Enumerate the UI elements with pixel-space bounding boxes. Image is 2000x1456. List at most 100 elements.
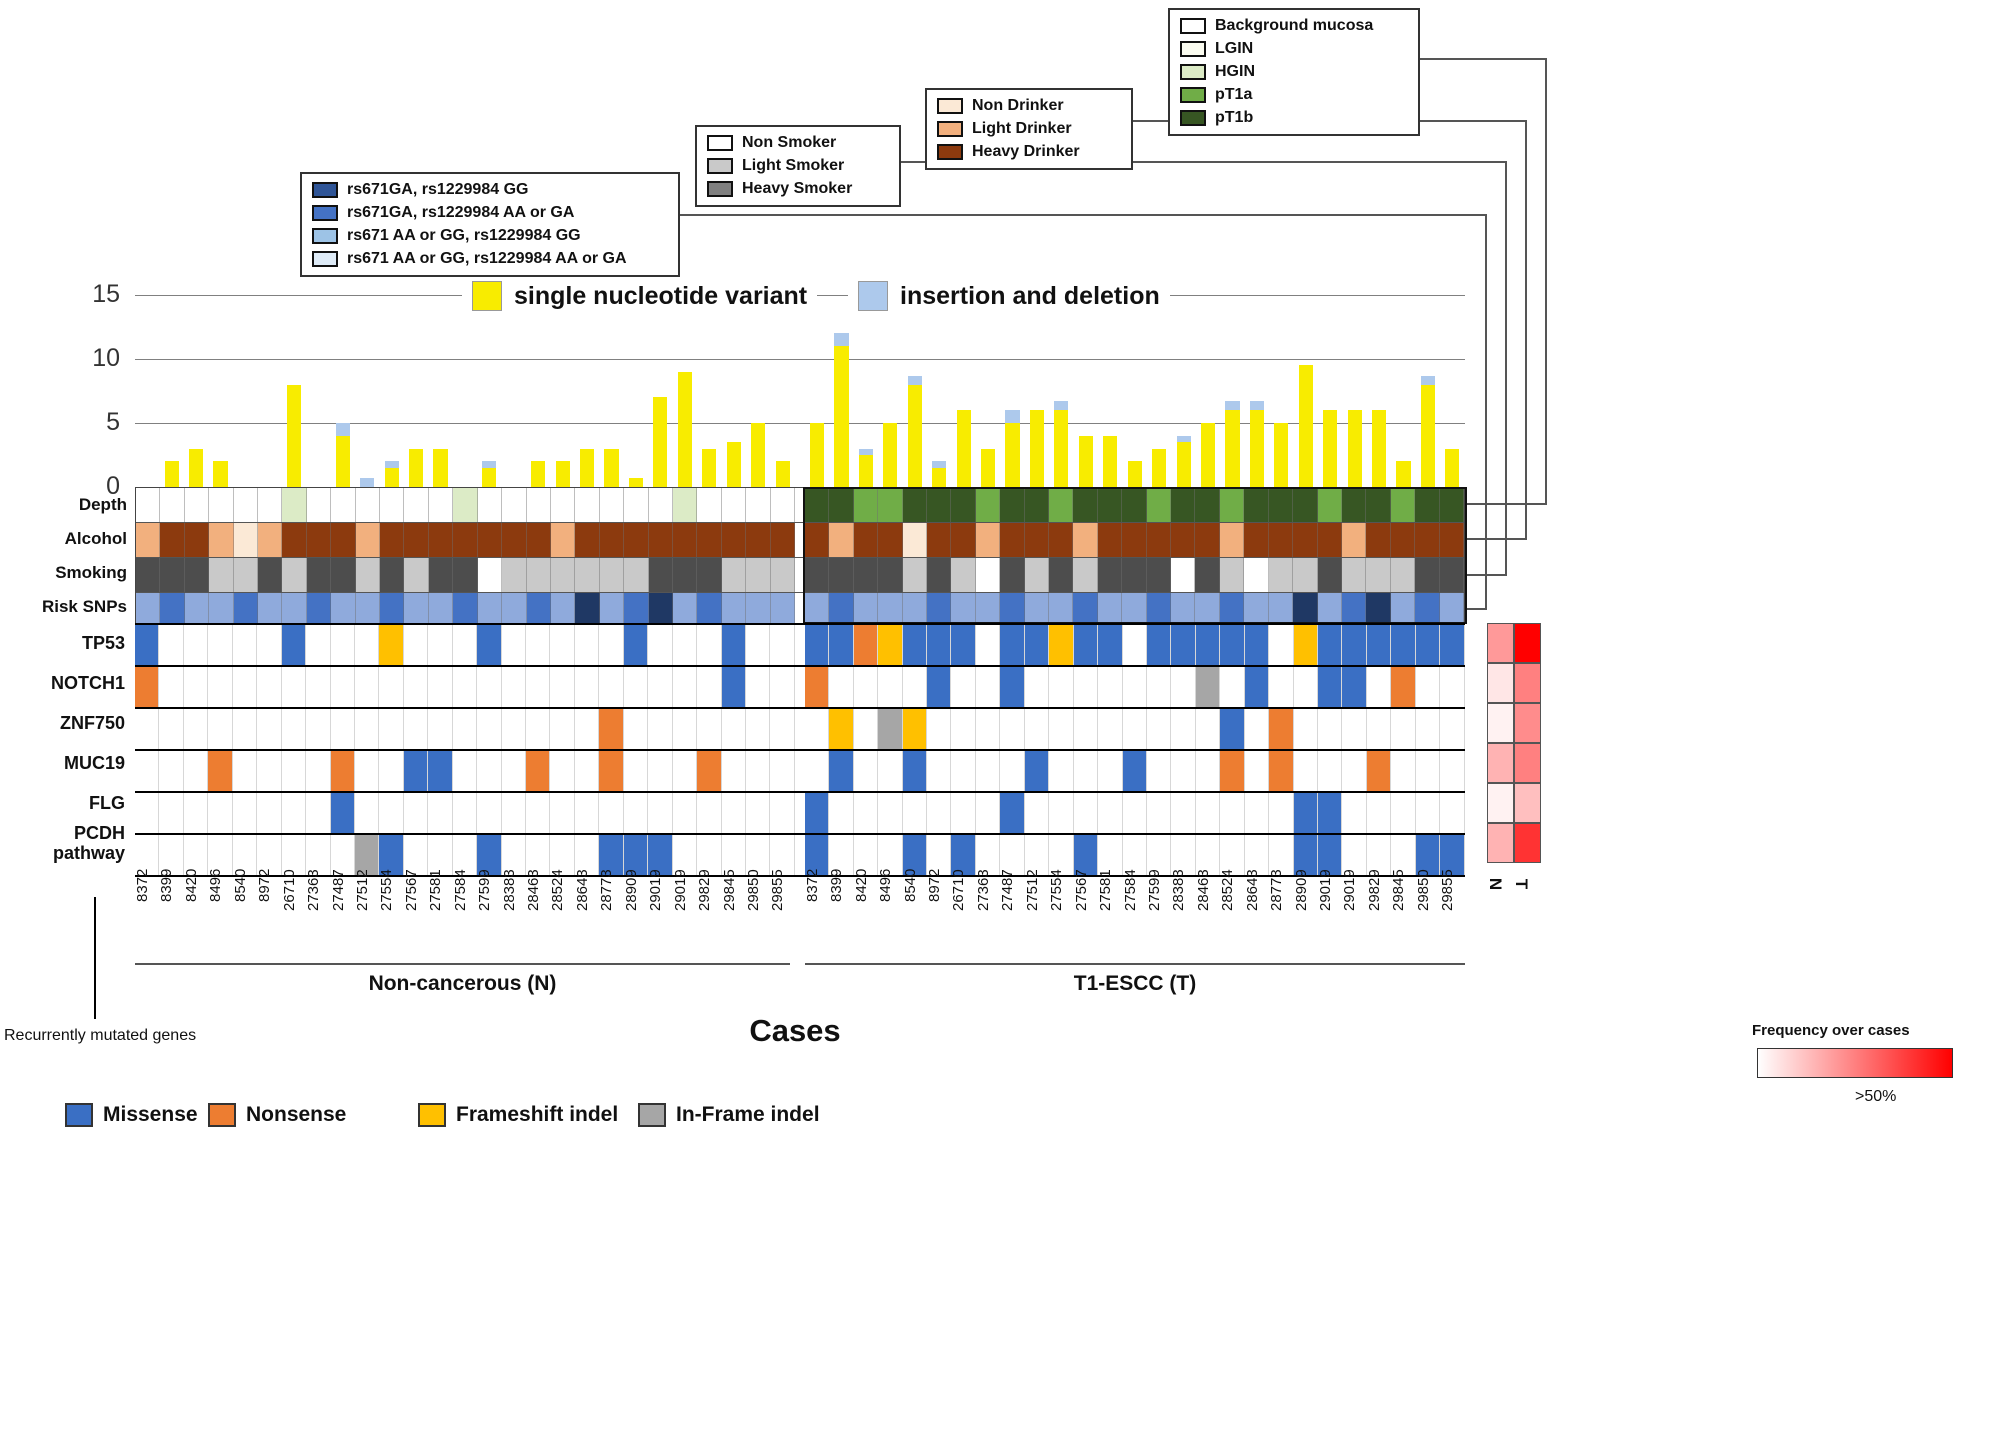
track-cell bbox=[648, 593, 673, 627]
drinker-legend-item: Heavy Drinker bbox=[937, 143, 1121, 161]
gene-cell bbox=[1293, 709, 1318, 749]
track-cell bbox=[1073, 523, 1098, 557]
case-id-label: 29019 bbox=[1318, 869, 1334, 911]
gene-cell bbox=[927, 751, 952, 791]
track-cell bbox=[550, 558, 576, 592]
snv-bar-segment bbox=[384, 467, 399, 487]
track-cell bbox=[258, 558, 283, 592]
smoker-legend-label: Non Smoker bbox=[742, 134, 837, 151]
track-cell bbox=[672, 558, 698, 592]
gene-cell bbox=[878, 835, 903, 875]
gene-cell bbox=[232, 793, 258, 833]
track-cell bbox=[1268, 523, 1294, 557]
gene-cell bbox=[1098, 625, 1123, 665]
bar-slot bbox=[575, 295, 599, 487]
track-cell bbox=[1366, 593, 1391, 627]
track-cell bbox=[526, 558, 551, 592]
bar-slot bbox=[159, 295, 183, 487]
snp-connector-line bbox=[1465, 608, 1487, 610]
gene-cell bbox=[1073, 709, 1099, 749]
track-cell bbox=[746, 558, 771, 592]
gene-cell bbox=[354, 793, 380, 833]
gene-cell bbox=[477, 793, 502, 833]
gene-cell bbox=[1098, 667, 1123, 707]
gene-cell bbox=[1171, 667, 1196, 707]
gene-cell bbox=[623, 835, 649, 875]
snp-legend-label: rs671GA, rs1229984 AA or GA bbox=[347, 204, 575, 221]
track-cell bbox=[1268, 558, 1294, 592]
track-cell bbox=[1000, 593, 1025, 627]
case-id-label: 28909 bbox=[623, 869, 640, 911]
annotation-tracks bbox=[135, 487, 1465, 628]
smoking-connector-line bbox=[1505, 161, 1507, 576]
bar-slot bbox=[1318, 295, 1342, 487]
y-tick-5: 5 bbox=[106, 408, 120, 436]
gene-cell bbox=[1342, 835, 1367, 875]
gene-cell bbox=[379, 751, 404, 791]
gene-cell bbox=[330, 835, 355, 875]
gene-cell bbox=[550, 751, 575, 791]
gene-cell bbox=[975, 751, 1001, 791]
track-cell bbox=[502, 523, 527, 557]
gene-cell bbox=[853, 667, 879, 707]
gene-cell bbox=[281, 793, 307, 833]
gene-cell bbox=[330, 667, 355, 707]
track-cell bbox=[927, 488, 952, 522]
track-cell bbox=[1073, 488, 1098, 522]
track-cell bbox=[453, 523, 478, 557]
track-cell bbox=[1024, 593, 1050, 627]
gene-cell bbox=[770, 793, 795, 833]
case-id-label: 28463 bbox=[1195, 869, 1212, 911]
gene-cell bbox=[804, 793, 830, 833]
track-cell bbox=[1049, 488, 1074, 522]
track-cell bbox=[136, 488, 161, 522]
bar-slot bbox=[379, 295, 403, 487]
indel-swatch bbox=[858, 281, 888, 311]
gene-cell bbox=[829, 709, 854, 749]
track-cell bbox=[1366, 558, 1391, 592]
track-cell bbox=[1390, 593, 1416, 627]
track-cell bbox=[575, 488, 600, 522]
gene-cell bbox=[1024, 835, 1050, 875]
gene-cell bbox=[1293, 667, 1318, 707]
gene-cell bbox=[1049, 709, 1074, 749]
gene-cell bbox=[1000, 709, 1025, 749]
gene-cell bbox=[599, 625, 624, 665]
gene-cell bbox=[829, 751, 854, 791]
gene-cell bbox=[526, 667, 551, 707]
depth-connector-line bbox=[1545, 58, 1547, 505]
indel-legend-item: insertion and deletion bbox=[848, 277, 1170, 315]
group-gap bbox=[795, 625, 805, 665]
track-cell bbox=[902, 488, 927, 522]
track-cell bbox=[526, 488, 551, 522]
track-cell bbox=[1171, 488, 1196, 522]
track-cell bbox=[1000, 558, 1025, 592]
snv-bar-segment bbox=[604, 448, 619, 487]
gene-cell bbox=[477, 709, 502, 749]
gene-cell bbox=[853, 835, 879, 875]
gene-cell bbox=[1391, 793, 1416, 833]
track-cell bbox=[1341, 488, 1367, 522]
case-id-label: 29019 bbox=[1342, 869, 1359, 911]
gene-cell bbox=[1220, 793, 1245, 833]
gene-cell bbox=[770, 835, 795, 875]
track-cell bbox=[746, 523, 771, 557]
gene-cell bbox=[428, 751, 453, 791]
track-cell bbox=[428, 558, 454, 592]
case-id-label: 27581 bbox=[1098, 869, 1115, 911]
gene-cell bbox=[1073, 667, 1099, 707]
gene-cell bbox=[1098, 793, 1123, 833]
track-cell bbox=[404, 593, 429, 627]
gene-cell bbox=[721, 625, 746, 665]
snv-bar-segment bbox=[164, 461, 179, 487]
gene-cell bbox=[403, 751, 429, 791]
frequency-gradient-bar bbox=[1757, 1048, 1953, 1078]
gene-cell bbox=[281, 667, 307, 707]
case-id-label: 29019 bbox=[648, 869, 665, 911]
indel-bar-segment bbox=[1176, 435, 1191, 443]
gene-cell bbox=[306, 667, 331, 707]
track-cell bbox=[1439, 488, 1464, 522]
heavy-drinker-swatch bbox=[937, 144, 963, 160]
track-cell bbox=[453, 558, 478, 592]
gene-cell bbox=[183, 793, 209, 833]
